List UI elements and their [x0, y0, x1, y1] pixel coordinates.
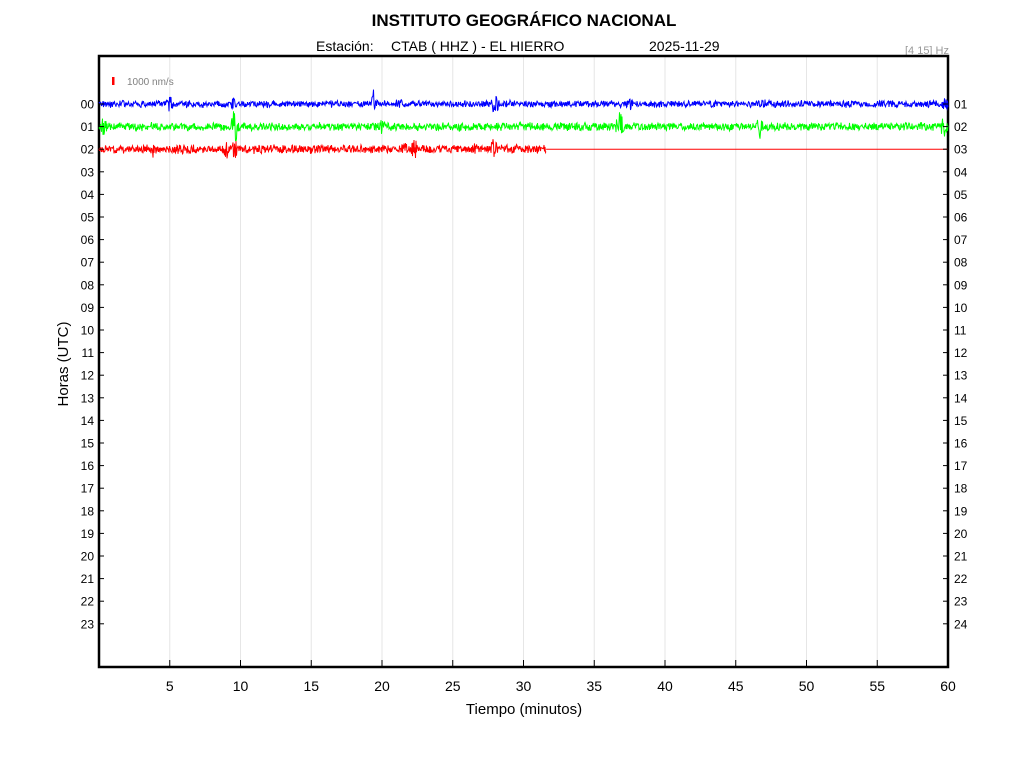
left-hour-label: 23: [81, 617, 95, 631]
left-hour-label: 00: [81, 98, 95, 112]
x-tick-label: 40: [657, 678, 673, 694]
left-hour-label: 11: [82, 346, 95, 360]
left-hour-label: 03: [81, 165, 95, 179]
station-prefix: Estación:: [316, 38, 374, 54]
x-tick-label: 20: [374, 678, 390, 694]
x-tick-label: 25: [445, 678, 461, 694]
right-hour-label: 10: [954, 301, 968, 315]
right-hour-label: 21: [954, 550, 968, 564]
right-hour-label: 24: [954, 617, 968, 631]
x-tick-label: 55: [869, 678, 885, 694]
x-tick-label: 50: [799, 678, 815, 694]
trace-hour-02: [98, 139, 547, 159]
x-tick-label: 15: [303, 678, 319, 694]
station-name: CTAB ( HHZ ) - EL HIERRO: [391, 38, 565, 54]
left-hour-label: 04: [81, 188, 95, 202]
left-hour-label: 20: [81, 550, 95, 564]
left-hour-label: 09: [81, 301, 95, 315]
right-hour-labels: 01 02 03 04 05 06 07 08 09 10 11 12 13 14 15 16 17 18 19 20…: [943, 98, 968, 631]
x-axis-label: Tiempo (minutos): [466, 701, 582, 718]
left-hour-label: 21: [81, 572, 95, 586]
right-hour-label: 06: [954, 211, 968, 225]
trace-hour-01: [98, 111, 949, 143]
right-hour-label: 12: [954, 346, 968, 360]
x-tick-label: 35: [586, 678, 602, 694]
figure-title: INSTITUTO GEOGRÁFICO NACIONAL: [372, 11, 677, 30]
seismic-traces: [98, 89, 949, 159]
right-hour-label: 02: [954, 120, 968, 134]
filter-band: [4 15] Hz: [905, 45, 949, 57]
left-hour-label: 18: [81, 504, 95, 518]
left-hour-label: 02: [81, 143, 95, 157]
right-hour-label: 08: [954, 256, 968, 270]
x-axis-ticks: 5 10 15 20 25 30 35 40 45 50 55 60: [166, 660, 956, 694]
station-date: 2025-11-29: [649, 38, 720, 54]
x-tick-label: 5: [166, 678, 174, 694]
left-hour-label: 06: [81, 233, 95, 247]
scale-bar-label: 1000 nm/s: [127, 77, 174, 88]
right-hour-label: 13: [954, 369, 968, 383]
right-hour-label: 23: [954, 595, 968, 609]
right-hour-label: 15: [954, 414, 968, 428]
left-hour-label: 05: [81, 211, 95, 225]
x-tick-label: 60: [940, 678, 956, 694]
right-hour-label: 05: [954, 188, 968, 202]
y-axis-label: Horas (UTC): [55, 321, 72, 406]
left-hour-label: 17: [81, 482, 95, 496]
left-hour-labels: 00 01 02 03 04 05 06 07 08 09 10 11 12 13 14 15 16 17 18 19…: [81, 98, 104, 631]
right-hour-label: 18: [954, 482, 968, 496]
vertical-gridlines: [169, 56, 878, 667]
left-hour-label: 01: [81, 120, 95, 134]
left-hour-label: 12: [81, 369, 95, 383]
left-hour-label: 07: [81, 256, 95, 270]
left-hour-label: 14: [81, 414, 95, 428]
x-tick-label: 10: [233, 678, 249, 694]
right-hour-label: 20: [954, 527, 968, 541]
right-hour-label: 16: [954, 437, 968, 451]
right-hour-label: 04: [954, 165, 968, 179]
left-hour-label: 22: [81, 595, 95, 609]
left-hour-label: 10: [81, 324, 95, 338]
left-hour-label: 15: [81, 437, 95, 451]
right-hour-label: 11: [954, 324, 967, 338]
left-hour-label: 13: [81, 391, 95, 405]
x-tick-label: 30: [516, 678, 532, 694]
right-hour-label: 19: [954, 504, 968, 518]
scale-bar-mark: [112, 77, 115, 85]
right-hour-label: 09: [954, 278, 968, 292]
x-tick-label: 45: [728, 678, 744, 694]
right-hour-label: 01: [954, 98, 968, 112]
right-hour-label: 07: [954, 233, 968, 247]
left-hour-label: 08: [81, 278, 95, 292]
right-hour-label: 03: [954, 143, 968, 157]
left-hour-label: 16: [81, 459, 95, 473]
right-hour-label: 17: [954, 459, 968, 473]
right-hour-label: 22: [954, 572, 968, 586]
trace-hour-00: [98, 89, 949, 113]
left-hour-label: 19: [81, 527, 95, 541]
right-hour-label: 14: [954, 391, 968, 405]
